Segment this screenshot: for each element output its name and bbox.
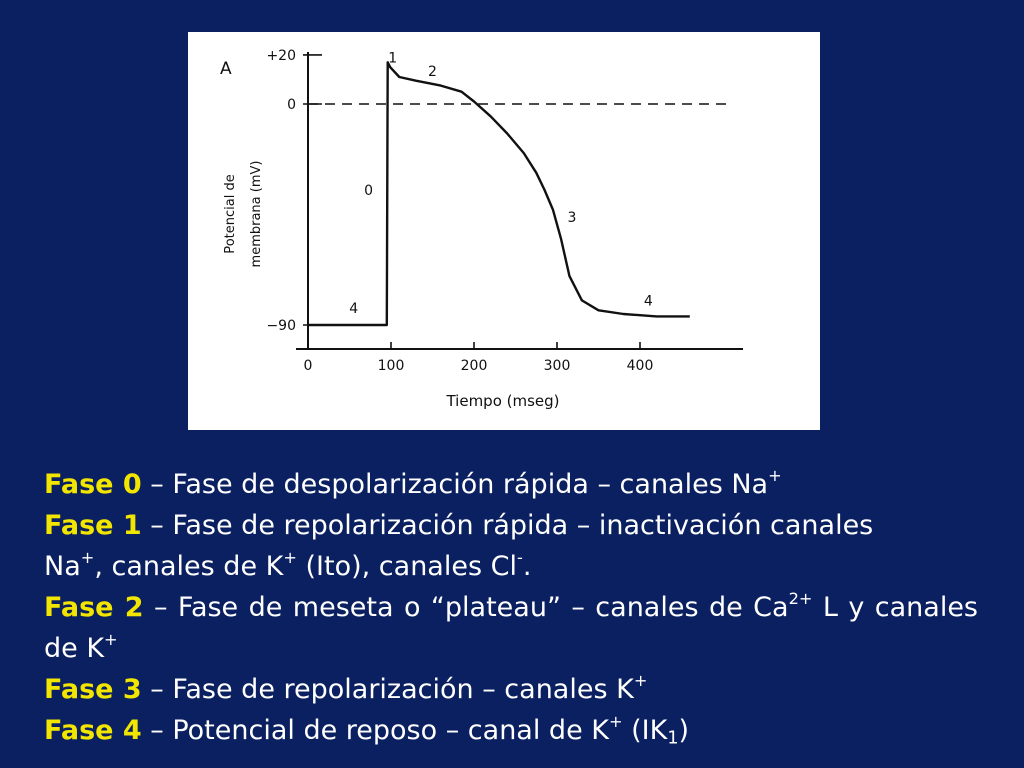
phase-1-sup-2: + [283, 547, 297, 567]
phase-4-text-2: (IK [622, 715, 668, 746]
phase-1-text-5: . [522, 551, 532, 582]
phase-annotation: 4 [349, 301, 358, 317]
phase-0-label: Fase 0 [44, 469, 142, 500]
y-tick-label: 0 [287, 97, 296, 113]
phase-1-line: Fase 1 – Fase de repolarización rápida –… [44, 505, 978, 546]
phase-4-text-3: ) [678, 715, 690, 746]
phase-1-label: Fase 1 [44, 510, 142, 541]
y-axis-title-line2: membrana (mV) [249, 161, 264, 268]
y-tick-label: −90 [266, 318, 296, 334]
phase-4-sup: + [608, 711, 623, 731]
action-potential-curve [308, 61, 690, 327]
x-tick-label: 300 [544, 358, 571, 374]
phase-2-sup-1: 2+ [788, 588, 813, 608]
y-tick-label: +20 [266, 48, 296, 64]
phase-2-label: Fase 2 [44, 592, 144, 623]
panel-label: A [220, 59, 232, 79]
phase-4-sub: 1 [667, 728, 679, 749]
phase-1-line-cont: Na+, canales de K+ (Ito), canales Cl-. [44, 546, 978, 587]
phase-3-line: Fase 3 – Fase de repolarización – canale… [44, 669, 978, 710]
phase-3-text: – Fase de repolarización – canales K [141, 674, 634, 705]
x-tick-label: 200 [461, 358, 488, 374]
phase-0-text: – Fase de despolarización rápida – canal… [141, 469, 769, 500]
phase-2-sup-2: + [104, 629, 118, 649]
phase-4-label: Fase 4 [44, 715, 142, 746]
phase-3-label: Fase 3 [44, 674, 142, 705]
x-tick-label: 100 [378, 358, 405, 374]
action-potential-chart: +20 0 −90 0 100 200 300 400 0 1 2 3 4 4 A Tiempo (mseg)… [220, 48, 743, 410]
phase-annotation: 1 [388, 50, 397, 66]
phase-4-line: Fase 4 – Potencial de reposo – canal de … [44, 710, 978, 751]
phase-descriptions: Fase 0 – Fase de despolarización rápida … [44, 464, 978, 751]
phase-0-line: Fase 0 – Fase de despolarización rápida … [44, 464, 978, 505]
phase-1-text-2: Na [44, 551, 81, 582]
x-tick-label: 0 [304, 358, 313, 374]
x-tick-label: 400 [627, 358, 654, 374]
phase-1-sup-1: + [80, 547, 95, 567]
phase-2-text-1: – Fase de meseta o “plateau” – canales d… [143, 592, 789, 623]
x-axis-title: Tiempo (mseg) [445, 392, 559, 410]
phase-annotation: 2 [428, 64, 437, 80]
action-potential-figure: +20 0 −90 0 100 200 300 400 0 1 2 3 4 4 A Tiempo (mseg)… [188, 32, 820, 430]
phase-0-sup: + [768, 465, 782, 485]
phase-annotation: 4 [644, 293, 653, 309]
phase-2-line: Fase 2 – Fase de meseta o “plateau” – ca… [44, 587, 978, 669]
phase-4-text-1: – Potencial de reposo – canal de K [141, 715, 609, 746]
y-axis-title-line1: Potencial de [223, 174, 238, 253]
phase-1-sup-3: - [516, 547, 523, 567]
phase-1-text-3: , canales de K [94, 551, 284, 582]
phase-2-text-2: L y canales de K [44, 592, 979, 664]
phase-1-text-1: – Fase de repolarización rápida – inacti… [141, 510, 874, 541]
phase-1-text-4: (Ito), canales Cl [296, 551, 517, 582]
phase-annotation: 0 [364, 183, 373, 199]
phase-annotation: 3 [567, 210, 576, 226]
phase-3-sup: + [633, 670, 648, 690]
